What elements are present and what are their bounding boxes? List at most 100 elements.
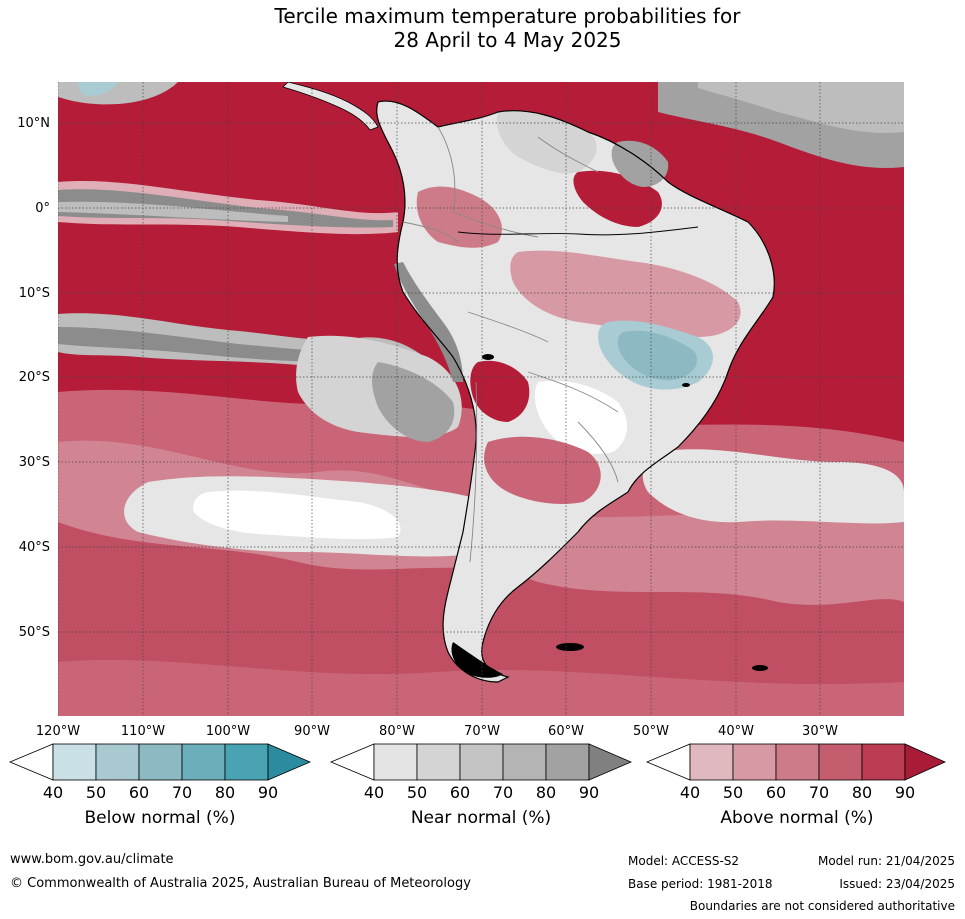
lon-label-80w: 80°W — [379, 724, 415, 739]
legend-above-swatch-80 — [861, 743, 906, 781]
land-pink-patch-central — [510, 250, 741, 337]
legend-near — [329, 743, 633, 781]
lon-label-70w: 70°W — [464, 724, 500, 739]
map-svg — [58, 82, 904, 716]
legend-above-tick-90: 90 — [894, 783, 916, 802]
border-venezuela-guyana — [537, 136, 599, 173]
southern-ocean-bottom-band — [58, 659, 904, 716]
legend-above-tick-50: 50 — [722, 783, 744, 802]
legend-above-arrow-right — [904, 743, 946, 781]
amazon-river — [457, 226, 699, 236]
central-america — [282, 82, 379, 131]
legend-above-tick-40: 40 — [679, 783, 701, 802]
lat-label-40s: 40°S — [18, 540, 50, 555]
legend-above-tick-80: 80 — [851, 783, 873, 802]
border-paraguay — [527, 371, 619, 413]
map-title: Tercile maximum temperature probabilitie… — [0, 4, 965, 52]
lon-label-50w: 50°W — [633, 724, 669, 739]
lat-label-10s: 10°S — [18, 286, 50, 301]
legend-below-tick-70: 70 — [171, 783, 193, 802]
footer-model: Model: ACCESS-S2 — [628, 854, 740, 868]
legend-near-title: Near normal (%) — [410, 808, 552, 828]
coastline — [376, 100, 775, 683]
legend-above-swatch-70 — [818, 743, 863, 781]
border-peru-brazil — [452, 211, 539, 238]
lon-label-60w: 60°W — [548, 724, 584, 739]
footer-disclaimer: Boundaries are not considered authoritat… — [689, 899, 955, 913]
lon-label-120w: 120°W — [35, 724, 81, 739]
legend-below-tick-50: 50 — [85, 783, 107, 802]
legend-near-arrow-left — [329, 743, 375, 781]
legend-below-swatch-80 — [224, 743, 269, 781]
legend-below-swatch-70 — [181, 743, 226, 781]
legend-below-swatch-40 — [52, 743, 97, 781]
nw-pacific-blue — [78, 82, 118, 96]
land-grey-patch-north — [496, 110, 597, 174]
legend-above-bar — [645, 743, 946, 781]
footer-base-period: Base period: 1981-2018 — [628, 877, 773, 891]
subtropical-dark-grey-band — [58, 327, 368, 362]
tierra-del-fuego — [451, 642, 503, 678]
legend-above-tick-70: 70 — [808, 783, 830, 802]
lat-label-30s: 30°S — [18, 455, 50, 470]
legend-below-tick-80: 80 — [214, 783, 236, 802]
legend-below-tick-90: 90 — [257, 783, 279, 802]
land-red-patch-argentina — [484, 436, 601, 504]
legend-near-bar — [329, 743, 633, 781]
atlantic-light-patch — [642, 449, 904, 524]
legend-near-tick-50: 50 — [406, 783, 428, 802]
legend-above-tick-60: 60 — [765, 783, 787, 802]
land-red-patch-nw — [416, 186, 502, 248]
legend-below-tick-40: 40 — [42, 783, 64, 802]
legend-below-title: Below normal (%) — [84, 808, 236, 828]
legend-near-swatch-60 — [459, 743, 504, 781]
lon-label-90w: 90°W — [294, 724, 330, 739]
legend-below-bar — [8, 743, 312, 781]
lon-label-40w: 40°W — [718, 724, 754, 739]
legend-near-tick-80: 80 — [535, 783, 557, 802]
footer-copyright: © Commonwealth of Australia 2025, Austra… — [10, 876, 471, 891]
border-uruguay — [577, 421, 619, 483]
lon-label-100w: 100°W — [205, 724, 251, 739]
footer-model-run: Model run: 21/04/2025 — [817, 854, 955, 868]
legend-near-tick-40: 40 — [363, 783, 385, 802]
coastal-grey-strip — [394, 262, 463, 382]
legend-near-arrow-right — [588, 743, 633, 781]
graticule — [58, 82, 904, 716]
title-line-2: 28 April to 4 May 2025 — [393, 28, 622, 52]
legend-near-tick-90: 90 — [578, 783, 600, 802]
border-chile-argentina — [469, 381, 478, 563]
legend-below-swatch-60 — [138, 743, 183, 781]
falkland-islands — [556, 643, 584, 651]
legend-below — [8, 743, 312, 781]
land-grey-patch-guyana — [611, 140, 669, 187]
legend-above — [645, 743, 947, 781]
probability-map — [58, 82, 904, 716]
legend-near-swatch-80 — [545, 743, 590, 781]
legend-above-swatch-50 — [732, 743, 777, 781]
legend-below-arrow-right — [267, 743, 312, 781]
legend-above-arrow-left — [645, 743, 691, 781]
legend-below-swatch-50 — [95, 743, 140, 781]
lon-label-110w: 110°W — [120, 724, 166, 739]
lon-label-30w: 30°W — [802, 724, 838, 739]
lake-brazil — [682, 383, 690, 387]
legend-near-swatch-40 — [373, 743, 418, 781]
footer-url[interactable]: www.bom.gov.au/climate — [10, 852, 174, 867]
title-line-1: Tercile maximum temperature probabilitie… — [274, 4, 741, 28]
equatorial-grey-band — [58, 189, 393, 228]
legend-below-tick-60: 60 — [128, 783, 150, 802]
legend-near-tick-70: 70 — [492, 783, 514, 802]
legend-above-title: Above normal (%) — [720, 808, 874, 828]
border-ecuador-peru — [402, 221, 459, 243]
footer-issued: Issued: 23/04/2025 — [839, 877, 955, 891]
lat-label-10n: 10°N — [17, 116, 50, 131]
legend-below-arrow-left — [8, 743, 54, 781]
border-colombia-venezuela — [437, 126, 456, 213]
border-bolivia-north — [467, 311, 549, 343]
legend-above-swatch-60 — [775, 743, 820, 781]
land-white-patch-paraguay — [534, 380, 628, 454]
land-blue-patch-brazil-inner — [617, 330, 697, 381]
legend-near-tick-60: 60 — [449, 783, 471, 802]
